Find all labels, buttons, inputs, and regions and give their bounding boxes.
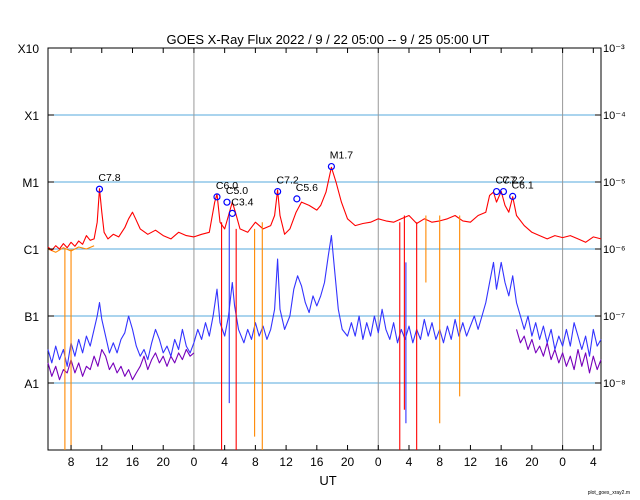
- x-tick-label: 16: [126, 455, 140, 469]
- flare-label: C7.2: [495, 175, 517, 187]
- x-axis-label: UT: [319, 473, 336, 488]
- x-tick-label: 20: [525, 455, 539, 469]
- day-boundary-lines: [193, 48, 564, 450]
- x-tick-label: 8: [68, 455, 75, 469]
- flare-label: C7.8: [98, 172, 120, 184]
- flare-label: C5.6: [296, 182, 318, 194]
- flare-label: C3.4: [231, 196, 253, 208]
- series-line: [47, 166, 602, 251]
- y-right-tick-label: 10⁻⁸: [603, 378, 626, 390]
- axis-labels: X10 X1 M1 C1 B1 A1 10⁻³ 10⁻⁴ 10⁻⁵ 10⁻⁶ 10⁻⁷ 10⁻⁸ 8 12…: [18, 42, 626, 469]
- series-line: [47, 348, 195, 381]
- flare-marker: [274, 187, 282, 196]
- x-tick-label: 4: [221, 455, 228, 469]
- x-tick-label: 4: [590, 455, 597, 469]
- flare-marker: [499, 187, 508, 196]
- flare-label: C7.2: [277, 175, 299, 187]
- flare-label: M1.7: [330, 150, 354, 162]
- grid-lines: [48, 114, 601, 384]
- flare-marker: [223, 198, 231, 206]
- flare-label: C6.0: [216, 180, 238, 192]
- y-left-tick-label: X10: [18, 42, 40, 56]
- footer-text: plot_goes_xray2.m: [588, 490, 630, 496]
- x-tick-label: 4: [406, 455, 413, 469]
- chart-title: GOES X-Ray Flux 2022 / 9 / 22 05:00 -- 9…: [167, 32, 490, 47]
- y-left-tick-label: B1: [24, 310, 39, 324]
- flare-marker: [509, 192, 517, 200]
- flare-label: C5.0: [226, 185, 248, 197]
- x-tick-label: 16: [310, 455, 324, 469]
- flare-label: C6.1: [512, 179, 534, 191]
- flare-label: C7.2: [502, 175, 524, 187]
- flare-marker: [228, 209, 236, 217]
- x-tick-label: 0: [559, 455, 566, 469]
- x-tick-label: 16: [494, 455, 508, 469]
- x-tick-label: 12: [95, 455, 109, 469]
- flare-marker: [327, 162, 336, 171]
- flare-marker: [95, 185, 104, 193]
- series-line: [515, 329, 602, 374]
- flux-series: [47, 166, 602, 450]
- x-tick-label: 0: [375, 455, 382, 469]
- y-right-tick-label: 10⁻⁵: [603, 177, 626, 189]
- flare-marker: [293, 195, 301, 203]
- flare-marker: [492, 187, 501, 196]
- y-left-tick-label: C1: [24, 243, 40, 257]
- y-right-tick-label: 10⁻⁶: [603, 244, 626, 256]
- x-tick-label: 8: [252, 455, 259, 469]
- y-right-tick-label: 10⁻⁷: [603, 311, 625, 323]
- x-tick-label: 20: [157, 455, 171, 469]
- y-left-tick-label: X1: [24, 109, 39, 123]
- x-tick-label: 0: [191, 455, 198, 469]
- x-tick-label: 20: [341, 455, 355, 469]
- flare-marker: [213, 193, 221, 201]
- y-right-tick-label: 10⁻³: [603, 43, 625, 55]
- series-line: [47, 235, 602, 367]
- y-left-tick-label: M1: [22, 176, 39, 190]
- flare-markers: C7.8C6.0C5.0C3.4C7.2C5.6M1.7C7.2C7.2C6.1: [95, 150, 534, 217]
- y-left-tick-label: A1: [24, 377, 39, 391]
- x-tick-label: 12: [464, 455, 478, 469]
- x-tick-label: 12: [279, 455, 293, 469]
- x-tick-label: 8: [436, 455, 443, 469]
- y-right-tick-label: 10⁻⁴: [603, 110, 626, 122]
